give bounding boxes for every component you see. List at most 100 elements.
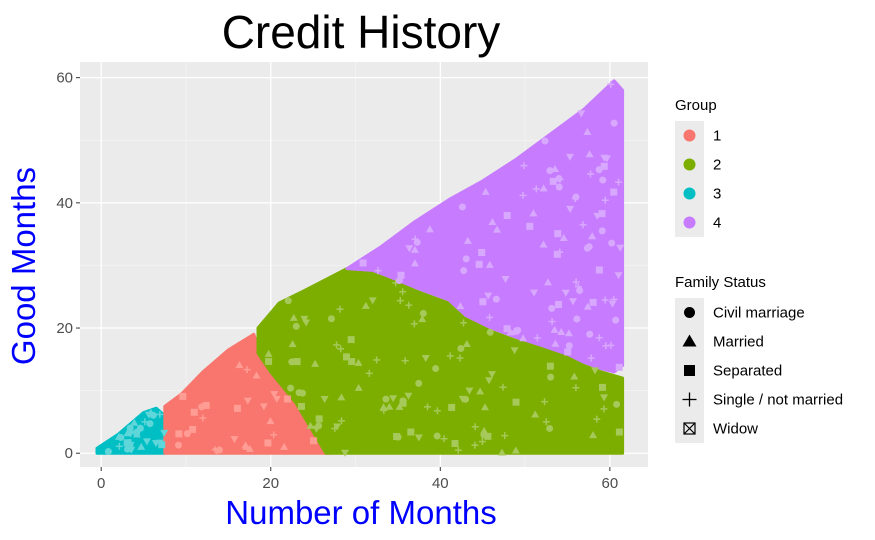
- x-tick-label: 60: [602, 475, 619, 492]
- point-group-4: [503, 211, 511, 219]
- point-group-2: [424, 403, 432, 411]
- point-group-2: [471, 423, 479, 431]
- legend-group-title: Group: [675, 97, 717, 114]
- point-group-3: [142, 438, 151, 446]
- point-group-2: [570, 372, 579, 380]
- point-group-4: [410, 259, 419, 267]
- point-group-2: [287, 384, 295, 392]
- point-group-4: [610, 119, 618, 127]
- point-group-3: [149, 411, 157, 419]
- point-group-4: [548, 318, 556, 326]
- legend-group: Group 1 2 3 4: [675, 97, 721, 237]
- point-group-2: [591, 367, 600, 375]
- point-group-4: [374, 267, 382, 275]
- legend-label-family-boxed-x: Widow: [713, 421, 758, 438]
- point-group-4: [586, 330, 594, 338]
- point-group-2: [432, 365, 440, 373]
- x-axis: 0 20 40 60: [97, 467, 618, 492]
- point-group-2: [465, 387, 474, 395]
- point-group-2: [451, 440, 459, 448]
- point-group-2: [593, 415, 601, 423]
- point-group-4: [573, 315, 581, 323]
- point-group-4: [526, 222, 534, 230]
- legend-key-boxed-x: [683, 422, 696, 435]
- point-group-2: [333, 423, 342, 431]
- point-group-4: [519, 334, 528, 342]
- point-group-4: [484, 292, 493, 300]
- point-group-3: [137, 442, 146, 450]
- point-group-2: [484, 432, 492, 440]
- point-group-2: [454, 446, 462, 454]
- point-group-1: [183, 430, 191, 438]
- legend-key-circle: [684, 307, 695, 318]
- point-group-4: [615, 363, 623, 371]
- point-group-4: [520, 162, 528, 170]
- point-group-4: [607, 80, 615, 88]
- point-group-4: [564, 329, 573, 337]
- legend-key-group-1: [683, 129, 696, 142]
- point-group-4: [481, 187, 490, 195]
- point-group-2: [486, 328, 494, 336]
- point-group-4: [533, 334, 541, 342]
- point-group-2: [300, 315, 309, 323]
- point-group-2: [293, 358, 301, 366]
- point-group-4: [564, 348, 572, 356]
- point-group-2: [462, 395, 470, 403]
- point-group-4: [556, 248, 564, 256]
- point-group-4: [458, 203, 466, 211]
- point-group-4: [503, 325, 511, 333]
- point-group-4: [601, 296, 609, 304]
- legend-key-group-3: [683, 187, 696, 200]
- legend-label-family-triangle: Married: [713, 334, 764, 351]
- point-group-4: [576, 287, 584, 295]
- point-group-2: [337, 393, 346, 401]
- point-group-2: [361, 301, 370, 309]
- point-group-4: [546, 167, 554, 175]
- point-group-2: [615, 428, 623, 436]
- point-group-4: [411, 235, 419, 243]
- point-group-2: [264, 349, 273, 357]
- point-group-2: [288, 358, 296, 366]
- point-group-3: [141, 418, 149, 426]
- point-group-1: [215, 446, 223, 454]
- point-group-1: [270, 391, 279, 399]
- point-group-2: [480, 403, 490, 411]
- y-tick-label: 60: [56, 70, 73, 87]
- legend-key-triangle: [682, 334, 697, 347]
- point-group-4: [555, 183, 563, 191]
- point-group-2: [347, 336, 355, 344]
- point-group-2: [471, 441, 479, 449]
- point-group-2: [433, 432, 441, 440]
- point-group-4: [595, 334, 603, 342]
- point-group-4: [577, 110, 586, 118]
- x-tick-label: 40: [432, 475, 449, 492]
- point-group-3: [151, 440, 160, 448]
- point-group-2: [333, 341, 341, 349]
- point-group-4: [460, 267, 468, 275]
- point-group-4: [554, 230, 562, 238]
- point-group-2: [389, 395, 398, 403]
- point-group-2: [589, 431, 598, 439]
- point-group-1: [199, 414, 207, 422]
- point-group-2: [510, 347, 519, 355]
- point-group-4: [492, 295, 500, 303]
- point-group-1: [264, 439, 272, 447]
- point-group-2: [572, 384, 580, 392]
- point-group-4: [395, 277, 403, 285]
- point-group-1: [243, 366, 251, 374]
- point-group-4: [541, 137, 549, 145]
- point-group-2: [312, 425, 321, 433]
- x-tick-label: 20: [262, 475, 279, 492]
- legend-label-group-3: 3: [713, 186, 721, 203]
- point-group-4: [456, 302, 465, 310]
- point-group-2: [497, 448, 506, 456]
- point-group-2: [419, 309, 427, 317]
- legend-key-group-4: [683, 216, 696, 229]
- point-group-4: [565, 153, 574, 161]
- point-group-4: [595, 266, 603, 274]
- point-group-4: [600, 154, 609, 162]
- point-group-2: [399, 288, 407, 296]
- point-group-4: [587, 354, 595, 362]
- point-group-4: [548, 304, 556, 312]
- point-group-4: [572, 278, 580, 286]
